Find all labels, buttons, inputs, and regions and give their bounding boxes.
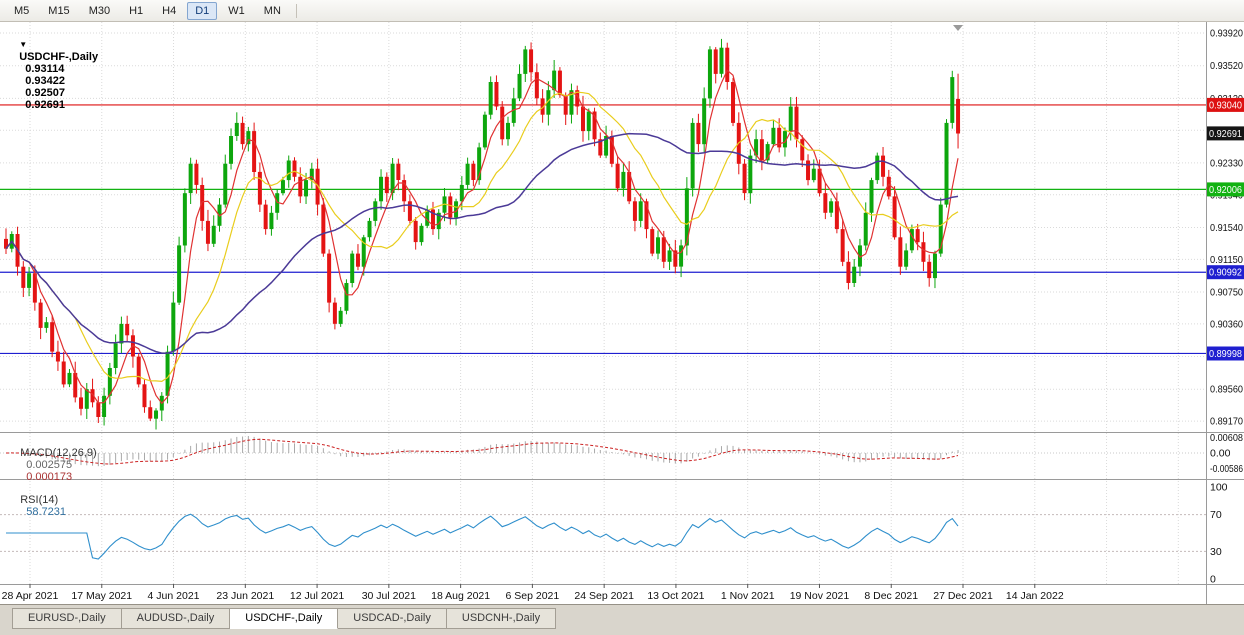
- svg-text:14 Jan 2022: 14 Jan 2022: [1006, 590, 1064, 602]
- svg-text:0.00608: 0.00608: [1210, 432, 1243, 444]
- chart-shift-marker-icon[interactable]: [953, 25, 963, 31]
- ma-line-5: [5, 69, 959, 405]
- price-chart[interactable]: 0.939200.935200.931200.927300.923300.919…: [0, 22, 1244, 604]
- macd-signal-line: [5, 438, 959, 465]
- svg-text:0.93040: 0.93040: [1209, 99, 1242, 111]
- svg-text:0.92330: 0.92330: [1210, 157, 1243, 169]
- svg-text:19 Nov 2021: 19 Nov 2021: [790, 590, 850, 602]
- grid-layer: [0, 22, 1206, 584]
- svg-text:4 Jun 2021: 4 Jun 2021: [148, 590, 200, 602]
- tf-button-m15[interactable]: M15: [48, 4, 70, 17]
- timeframe-toolbar: M5 M15 M30 H1 H4 D1 W1 MN: [0, 0, 1244, 22]
- svg-text:13 Oct 2021: 13 Oct 2021: [647, 590, 704, 602]
- tf-button-mn[interactable]: MN: [263, 4, 281, 17]
- tab-eurusd-daily[interactable]: EURUSD-,Daily: [12, 608, 122, 629]
- svg-text:0.90750: 0.90750: [1210, 287, 1243, 299]
- svg-text:0.91540: 0.91540: [1210, 222, 1243, 234]
- resistance-line-badge: [1207, 97, 1244, 112]
- svg-text:28 Apr 2021: 28 Apr 2021: [2, 590, 59, 602]
- date-axis: 28 Apr 2021 17 May 2021 4 Jun 2021 23 Jun 2…: [2, 584, 1064, 602]
- svg-text:0.93520: 0.93520: [1210, 60, 1243, 72]
- ma-line-13: [5, 91, 959, 383]
- svg-text:8 Dec 2021: 8 Dec 2021: [864, 590, 918, 602]
- svg-text:6 Sep 2021: 6 Sep 2021: [506, 590, 560, 602]
- svg-text:0.89998: 0.89998: [1209, 348, 1242, 360]
- rsi-line: [6, 513, 959, 560]
- ma-line-34: [5, 132, 959, 354]
- svg-text:0.92006: 0.92006: [1209, 184, 1242, 196]
- svg-text:0.93920: 0.93920: [1210, 28, 1243, 40]
- svg-text:0.90992: 0.90992: [1209, 267, 1242, 279]
- svg-text:12 Jul 2021: 12 Jul 2021: [290, 590, 344, 602]
- svg-text:30: 30: [1210, 546, 1222, 558]
- svg-text:30 Jul 2021: 30 Jul 2021: [362, 590, 416, 602]
- horizontal-lines-layer: [0, 104, 1206, 355]
- tab-audusd-daily[interactable]: AUDUSD-,Daily: [121, 608, 231, 629]
- svg-text:70: 70: [1210, 509, 1222, 521]
- tf-button-h1[interactable]: H1: [129, 4, 144, 17]
- price-badges: 0.93040 0.92006 0.90992 0.89998 0.92691: [1207, 97, 1244, 361]
- tf-button-h4[interactable]: H4: [162, 4, 177, 17]
- chart-area[interactable]: 0.939200.935200.931200.927300.923300.919…: [0, 22, 1244, 604]
- svg-text:24 Sep 2021: 24 Sep 2021: [574, 590, 634, 602]
- macd-pane: [0, 436, 1206, 467]
- current-price-badge: [1207, 126, 1244, 141]
- svg-text:1 Nov 2021: 1 Nov 2021: [721, 590, 775, 602]
- svg-text:0: 0: [1210, 574, 1216, 586]
- svg-text:0.00: 0.00: [1210, 448, 1231, 460]
- candles-layer: [4, 38, 961, 430]
- tf-button-w1[interactable]: W1: [228, 4, 245, 17]
- toolbar-separator: [295, 3, 297, 18]
- svg-text:23 Jun 2021: 23 Jun 2021: [216, 590, 274, 602]
- svg-text:-0.00586: -0.00586: [1210, 463, 1243, 475]
- tf-button-m30[interactable]: M30: [88, 4, 111, 17]
- svg-text:0.91150: 0.91150: [1210, 254, 1243, 266]
- svg-text:100: 100: [1210, 482, 1228, 494]
- svg-text:17 May 2021: 17 May 2021: [71, 590, 132, 602]
- support-line-badge-blue-1: [1207, 265, 1244, 280]
- tab-usdcad-daily[interactable]: USDCAD-,Daily: [338, 608, 447, 629]
- svg-text:0.90360: 0.90360: [1210, 318, 1243, 330]
- pane-separators: [0, 22, 1244, 604]
- moving-averages-layer: [5, 69, 959, 405]
- chart-background: [0, 22, 1244, 604]
- tab-usdcnh-daily[interactable]: USDCNH-,Daily: [446, 608, 557, 629]
- svg-text:0.92691: 0.92691: [1209, 128, 1242, 140]
- tf-button-d1[interactable]: D1: [187, 1, 218, 20]
- support-line-badge-green: [1207, 182, 1244, 197]
- symbol-tabbar: EURUSD-,Daily AUDUSD-,Daily USDCHF-,Dail…: [0, 604, 1244, 635]
- tf-button-m5[interactable]: M5: [14, 4, 30, 17]
- tab-usdchf-daily[interactable]: USDCHF-,Daily: [230, 608, 339, 629]
- svg-text:0.89560: 0.89560: [1210, 384, 1243, 396]
- svg-text:27 Dec 2021: 27 Dec 2021: [933, 590, 993, 602]
- svg-text:0.89170: 0.89170: [1210, 416, 1243, 428]
- svg-text:18 Aug 2021: 18 Aug 2021: [431, 590, 490, 602]
- rsi-pane: [0, 513, 1206, 560]
- support-line-badge-blue-2: [1207, 346, 1244, 361]
